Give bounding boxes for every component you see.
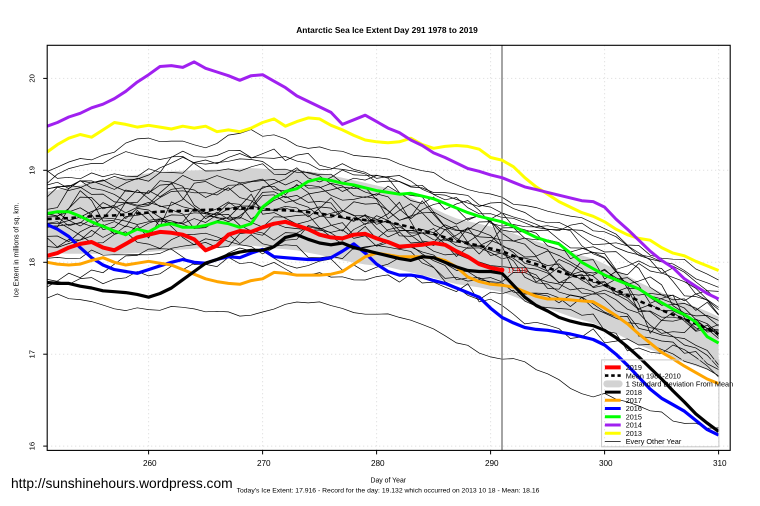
svg-text:270: 270	[257, 459, 271, 468]
svg-text:16: 16	[28, 442, 37, 451]
svg-text:2016: 2016	[626, 404, 642, 413]
svg-text:17: 17	[28, 350, 37, 359]
svg-text:Ice Extent in millions of sq.: Ice Extent in millions of sq. km.	[14, 203, 21, 298]
svg-text:1 Standard Deviation From Mean: 1 Standard Deviation From Mean	[626, 380, 733, 389]
svg-text:260: 260	[143, 459, 157, 468]
svg-text:http://sunshinehours.wordpress: http://sunshinehours.wordpress.com	[11, 476, 233, 491]
svg-text:2019: 2019	[626, 363, 642, 372]
svg-text:Day of Year: Day of Year	[370, 478, 406, 485]
svg-text:17.916: 17.916	[508, 267, 529, 274]
svg-text:18: 18	[28, 258, 37, 267]
svg-text:Every Other Year: Every Other Year	[626, 437, 682, 446]
svg-text:20: 20	[28, 74, 37, 83]
svg-text:300: 300	[599, 459, 613, 468]
svg-text:Mean 1981-2010: Mean 1981-2010	[626, 371, 681, 380]
svg-text:2017: 2017	[626, 396, 642, 405]
svg-text:2013: 2013	[626, 429, 642, 438]
svg-text:2018: 2018	[626, 388, 642, 397]
svg-text:Today's Ice Extent: 17.916 -: Today's Ice Extent: 17.916 - Record for …	[237, 488, 540, 495]
svg-text:290: 290	[485, 459, 499, 468]
svg-text:280: 280	[371, 459, 385, 468]
svg-text:2014: 2014	[626, 421, 642, 430]
svg-text:2015: 2015	[626, 413, 642, 422]
svg-text:310: 310	[713, 459, 727, 468]
svg-text:Antarctic Sea Ice Extent Day 2: Antarctic Sea Ice Extent Day 291 1978 to…	[296, 25, 478, 35]
svg-text:19: 19	[28, 166, 37, 175]
